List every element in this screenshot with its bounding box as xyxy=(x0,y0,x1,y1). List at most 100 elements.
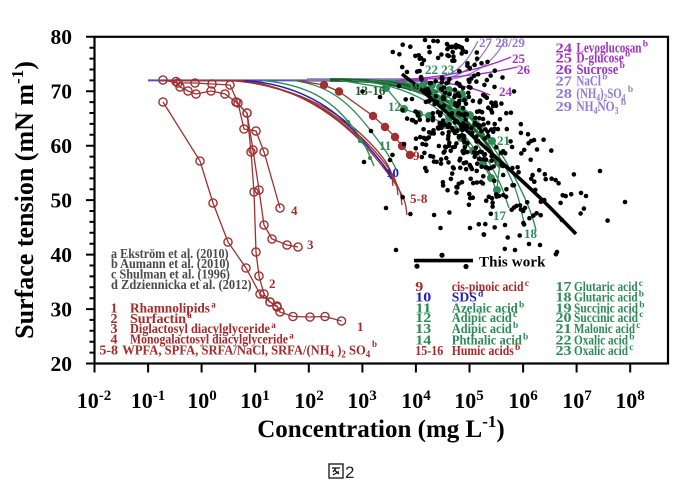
svg-text:14: 14 xyxy=(415,334,431,349)
svg-text:b: b xyxy=(513,321,518,331)
svg-text:NaCl: NaCl xyxy=(576,74,601,90)
svg-text:60: 60 xyxy=(51,134,73,158)
svg-text:b: b xyxy=(620,61,625,71)
svg-text:Succinic acid: Succinic acid xyxy=(574,311,638,326)
svg-text:b: b xyxy=(639,290,644,300)
svg-text:Malonic acid: Malonic acid xyxy=(574,322,635,337)
svg-text:b: b xyxy=(602,73,607,83)
svg-text:11: 11 xyxy=(379,138,391,153)
svg-text:10: 10 xyxy=(386,165,399,180)
svg-text:Glutaric acid: Glutaric acid xyxy=(574,291,638,306)
svg-text:Rhamnolipids: Rhamnolipids xyxy=(130,302,211,317)
svg-text:Monogalactosyl diacylglyceride: Monogalactosyl diacylglyceride xyxy=(130,332,288,347)
svg-text:1: 1 xyxy=(111,302,118,317)
svg-text:1: 1 xyxy=(357,319,364,334)
svg-text:c Shulman et al. (1996): c Shulman et al. (1996) xyxy=(111,267,230,282)
svg-text:a: a xyxy=(289,330,294,340)
svg-text:a: a xyxy=(271,320,276,330)
svg-text:a: a xyxy=(211,300,216,310)
svg-text:Succinic acid: Succinic acid xyxy=(574,301,638,316)
svg-text:22 23: 22 23 xyxy=(425,62,455,77)
svg-text:10: 10 xyxy=(415,291,431,306)
svg-text:19: 19 xyxy=(408,79,422,94)
svg-text:13-16: 13-16 xyxy=(355,83,386,98)
svg-text:Concentration (mg L-1): Concentration (mg L-1) xyxy=(257,412,504,443)
svg-text:c: c xyxy=(639,279,643,289)
svg-text:b: b xyxy=(523,333,528,343)
svg-text:17: 17 xyxy=(493,208,507,223)
svg-text:a Ekström et al. (2010): a Ekström et al. (2010) xyxy=(111,246,229,261)
svg-text:b: b xyxy=(515,343,520,353)
svg-text:b: b xyxy=(372,339,377,349)
svg-text:23: 23 xyxy=(556,344,572,359)
svg-text:(NH4)2SO4: (NH4)2SO4 xyxy=(576,86,625,104)
svg-text:18: 18 xyxy=(524,226,538,241)
svg-text:9: 9 xyxy=(415,280,423,295)
svg-text:b: b xyxy=(643,39,648,49)
svg-text:SDS: SDS xyxy=(452,291,477,306)
svg-text:Adipic acid: Adipic acid xyxy=(452,311,512,326)
svg-text:Sucrose: Sucrose xyxy=(576,62,618,78)
svg-text:NH4NO3: NH4NO3 xyxy=(576,99,618,117)
svg-text:26: 26 xyxy=(517,62,531,77)
svg-text:25: 25 xyxy=(512,51,526,66)
svg-text:b: b xyxy=(625,50,630,60)
svg-text:11: 11 xyxy=(415,301,431,316)
svg-text:29: 29 xyxy=(556,99,573,114)
svg-text:Levoglucosan: Levoglucosan xyxy=(576,40,642,56)
svg-text:5-8: 5-8 xyxy=(410,191,428,206)
svg-text:13: 13 xyxy=(415,322,431,337)
svg-text:15-16: 15-16 xyxy=(415,344,443,359)
svg-text:b Aumann et al. (2010): b Aumann et al. (2010) xyxy=(111,256,230,271)
svg-text:9: 9 xyxy=(413,148,420,163)
svg-text:28: 28 xyxy=(556,86,573,101)
svg-text:Glutaric acid: Glutaric acid xyxy=(574,280,638,295)
svg-text:3: 3 xyxy=(111,322,118,337)
svg-text:12: 12 xyxy=(415,311,431,326)
svg-text:22: 22 xyxy=(556,334,572,349)
svg-text:24: 24 xyxy=(556,40,573,55)
svg-text:d Zdziennicka et al. (2012): d Zdziennicka et al. (2012) xyxy=(111,277,252,292)
svg-text:WPFA, SPFA, SRFA/NaCl, SRFA/(N: WPFA, SPFA, SRFA/NaCl, SRFA/(NH4 )2 SO4 xyxy=(122,344,370,361)
svg-text:5-8: 5-8 xyxy=(99,344,118,359)
svg-text:Phthalic acid: Phthalic acid xyxy=(452,334,522,349)
svg-text:c: c xyxy=(513,310,517,320)
svg-text:26: 26 xyxy=(556,62,573,77)
svg-text:cis-pinoic acid: cis-pinoic acid xyxy=(452,280,524,295)
svg-text:Azelaic acid: Azelaic acid xyxy=(452,301,518,316)
svg-text:18: 18 xyxy=(556,291,572,306)
svg-text:b: b xyxy=(519,300,524,310)
svg-text:10-2: 10-2 xyxy=(77,388,112,413)
svg-text:d: d xyxy=(478,290,484,300)
svg-text:20: 20 xyxy=(556,311,572,326)
svg-text:2: 2 xyxy=(111,312,118,327)
svg-text:2: 2 xyxy=(269,276,276,291)
svg-text:c: c xyxy=(525,279,529,289)
svg-text:21: 21 xyxy=(556,322,572,337)
svg-text:b: b xyxy=(629,333,634,343)
svg-text:70: 70 xyxy=(51,80,73,104)
svg-text:2: 2 xyxy=(345,463,354,482)
svg-text:80: 80 xyxy=(51,25,73,49)
svg-text:c: c xyxy=(636,321,640,331)
svg-text:Surfactin: Surfactin xyxy=(130,312,186,327)
svg-text:b: b xyxy=(621,98,626,108)
svg-text:50: 50 xyxy=(51,188,73,212)
svg-text:4: 4 xyxy=(291,203,298,218)
svg-text:19: 19 xyxy=(556,301,572,316)
svg-text:27: 27 xyxy=(556,74,573,89)
svg-text:40: 40 xyxy=(51,243,73,267)
svg-text:Oxalic acid: Oxalic acid xyxy=(574,334,628,349)
svg-text:25: 25 xyxy=(556,51,573,66)
svg-text:17: 17 xyxy=(556,280,572,295)
svg-text:Diglactosyl diacylglyceride: Diglactosyl diacylglyceride xyxy=(130,322,270,337)
svg-text:27 28/29: 27 28/29 xyxy=(479,35,525,50)
svg-text:24: 24 xyxy=(499,84,513,99)
svg-text:3: 3 xyxy=(307,237,314,252)
svg-text:b: b xyxy=(639,300,644,310)
svg-text:4: 4 xyxy=(111,332,118,347)
svg-text:12: 12 xyxy=(388,99,401,114)
svg-text:b: b xyxy=(628,85,633,95)
svg-text:Surface tension (mN m-1): Surface tension (mN m-1) xyxy=(8,61,39,339)
svg-text:30: 30 xyxy=(51,297,73,321)
